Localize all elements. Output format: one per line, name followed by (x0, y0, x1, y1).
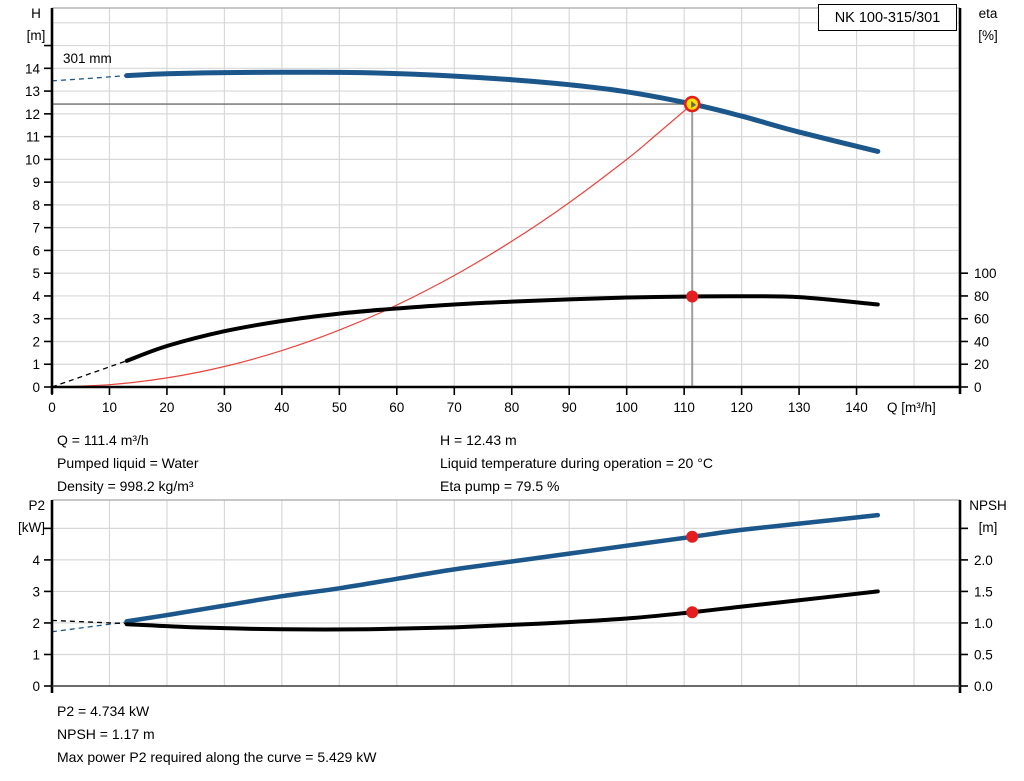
x-tick-label: 90 (562, 400, 577, 415)
y-right-tick-label: 2.0 (974, 553, 993, 568)
y-left-tick-label: 4 (32, 553, 40, 568)
y-left-tick-label: 3 (32, 584, 40, 599)
y-left-tick-label: 1 (32, 357, 40, 372)
npsh-point (686, 606, 699, 619)
y-left-tick-label: 8 (32, 198, 40, 213)
y-left-tick-label: 0 (32, 679, 40, 694)
impeller-diameter-label: 301 mm (63, 51, 112, 66)
gridlines (52, 500, 960, 686)
y-right-tick-label: 1.0 (974, 616, 993, 631)
y-left-axis-title: P2 (28, 498, 45, 513)
y-left-tick-label: 2 (32, 334, 40, 349)
cursor-icon (691, 101, 697, 109)
npsh-value: NPSH = 1.17 m (57, 726, 155, 742)
p2-value: P2 = 4.734 kW (57, 703, 150, 719)
eta-curve (124, 294, 880, 363)
eta-pump-value: Eta pump = 79.5 % (440, 478, 560, 494)
duty-info-block: Q = 111.4 m³/h Pumped liquid = Water Den… (57, 429, 713, 498)
y-left-tick-label: 4 (32, 289, 40, 304)
gridlines (52, 8, 960, 387)
y-left-tick-label: 3 (32, 312, 40, 327)
x-tick-label: 40 (274, 400, 289, 415)
y-left-tick-label: 7 (32, 221, 40, 236)
y-left-axis-title: [m] (27, 28, 46, 43)
y-right-axis-title: NPSH (969, 498, 1007, 513)
y-right-tick-label: 20 (974, 357, 989, 372)
y-right-tick-label: 0.0 (974, 679, 993, 694)
y-right-tick-label: 1.5 (974, 584, 993, 599)
max-power-value: Max power P2 required along the curve = … (57, 749, 377, 765)
flow-value: Q = 111.4 m³/h (57, 432, 149, 448)
x-axis-unit-label: Q [m³/h] (887, 400, 936, 415)
x-tick-label: 10 (102, 400, 117, 415)
p2-npsh-chart: 0 1 2 3 4 0.0 0.5 1.0 1.5 2.0 P2 [kW] NPSH [m] (18, 498, 1007, 694)
y-left-tick-label: 1 (32, 647, 40, 662)
y-right-tick-label: 80 (974, 289, 989, 304)
y-left-tick-label: 11 (26, 130, 40, 145)
y-right-tick-label: 40 (974, 334, 989, 349)
npsh-curve-extrapolated (51, 619, 127, 625)
x-tick-label: 0 (48, 400, 56, 415)
liquid-temperature-value: Liquid temperature during operation = 20… (440, 455, 713, 471)
x-tick-label: 20 (159, 400, 174, 415)
duty-info-right: H = 12.43 m Liquid temperature during op… (440, 429, 713, 498)
pumped-liquid-value: Pumped liquid = Water (57, 455, 199, 471)
y-right-axis-title: [m] (979, 520, 998, 535)
x-tick-label: 60 (389, 400, 404, 415)
duty-info-left: Q = 111.4 m³/h Pumped liquid = Water Den… (57, 429, 440, 498)
y-left-axis-title: [kW] (18, 520, 45, 535)
p2-point (686, 530, 699, 543)
y-left-tick-label: 6 (32, 243, 40, 258)
x-tick-label: 30 (217, 400, 232, 415)
eta-curve-extrapolated (51, 360, 127, 388)
x-tick-label: 140 (845, 400, 868, 415)
y-left-tick-label: 14 (25, 61, 41, 76)
head-curve (124, 69, 881, 154)
p2-curve-extrapolated (51, 621, 127, 633)
head-value: H = 12.43 m (440, 432, 517, 448)
y-left-tick-label: 0 (32, 380, 40, 395)
x-tick-label: 80 (504, 400, 519, 415)
pump-model-box: NK 100-315/301 (818, 4, 957, 31)
x-tick-label: 110 (673, 400, 695, 415)
y-right-tick-label: 0.5 (974, 647, 993, 662)
npsh-curve (124, 589, 880, 632)
y-left-tick-label: 12 (25, 107, 40, 122)
density-value: Density = 998.2 kg/m³ (57, 478, 194, 494)
x-tick-label: 70 (447, 400, 462, 415)
y-right-tick-label: 60 (974, 312, 989, 327)
y-left-tick-label: 13 (25, 84, 40, 99)
x-tick-label: 50 (332, 400, 347, 415)
y-left-tick-label: 2 (32, 616, 40, 631)
y-right-tick-label: 100 (974, 266, 997, 281)
y-left-tick-label: 9 (32, 175, 40, 190)
p2-curve (124, 512, 881, 624)
system-curve (51, 103, 693, 388)
y-left-tick-label: 5 (32, 266, 40, 281)
y-right-tick-label: 0 (974, 380, 982, 395)
y-right-axis-title: eta (979, 6, 998, 21)
x-tick-label: 130 (788, 400, 811, 415)
x-tick-label: 100 (615, 400, 638, 415)
y-left-axis-title: H (31, 6, 41, 21)
head-curve-extrapolated (51, 74, 127, 82)
pump-model-label: NK 100-315/301 (834, 9, 941, 26)
y-right-axis-title: [%] (978, 28, 998, 43)
y-left-tick-label: 10 (25, 152, 40, 167)
power-info-block: P2 = 4.734 kW NPSH = 1.17 m Max power P2… (57, 700, 376, 769)
eta-point (686, 290, 699, 303)
x-tick-label: 120 (730, 400, 753, 415)
